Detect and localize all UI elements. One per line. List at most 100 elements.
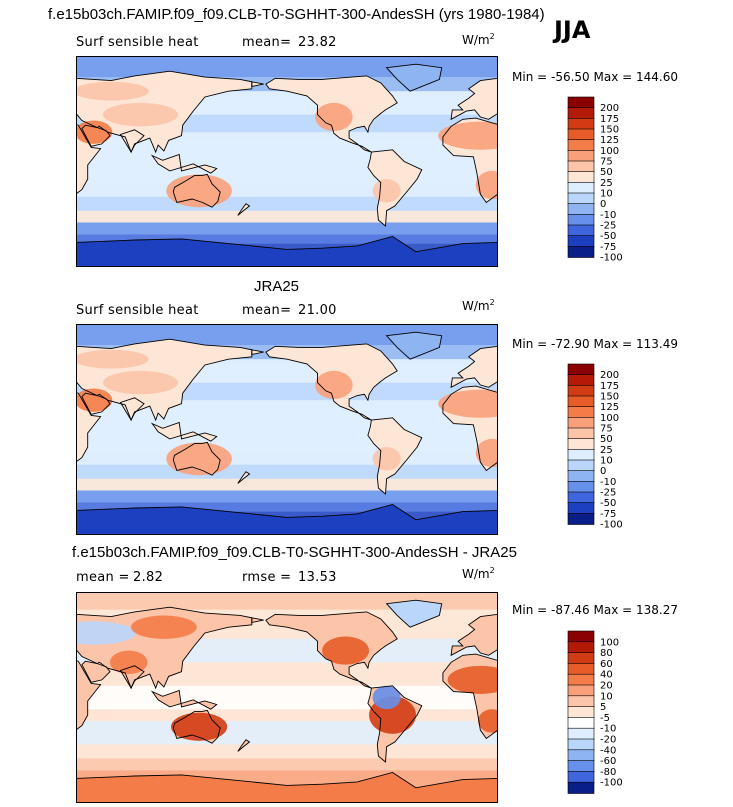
colorbar-swatch-1-6 bbox=[567, 427, 595, 440]
map-coastline bbox=[442, 653, 498, 740]
panel2-units: W/m2 bbox=[462, 298, 495, 313]
map-band bbox=[76, 478, 498, 491]
map-coastline bbox=[450, 613, 498, 657]
map-anomaly-patch bbox=[166, 442, 232, 476]
season-label: JJA bbox=[554, 16, 591, 44]
panel2-map bbox=[76, 324, 498, 535]
map-coastline bbox=[385, 63, 443, 92]
map-land-greenland bbox=[386, 332, 442, 360]
map-anomaly-patch bbox=[438, 389, 498, 418]
panel1-mean-value: 23.82 bbox=[298, 35, 337, 50]
colorbar-level-label: -100 bbox=[600, 253, 623, 264]
map-land-seasia bbox=[152, 690, 217, 710]
colorbar-level-label: -10 bbox=[600, 210, 616, 221]
map-coastline bbox=[150, 153, 218, 174]
map-anomaly-patch bbox=[372, 179, 401, 203]
map-coastline bbox=[442, 117, 498, 204]
colorbar-swatch-2-2 bbox=[567, 652, 595, 665]
map-coastline bbox=[265, 343, 398, 421]
map-coastline bbox=[76, 606, 253, 690]
colorbar-swatch-1-13 bbox=[567, 502, 595, 515]
map-land-seasia bbox=[152, 422, 217, 442]
map-anomaly-patch bbox=[475, 170, 498, 200]
colorbar-swatch-1-8 bbox=[567, 449, 595, 461]
colorbar-level-label: 25 bbox=[600, 178, 613, 189]
map-coastline bbox=[367, 685, 423, 763]
colorbar-swatch-2-4 bbox=[567, 673, 595, 686]
colorbar-level-label: 175 bbox=[600, 114, 619, 125]
map-coastline bbox=[76, 236, 498, 267]
panel1-minmax: Min = -56.50 Max = 144.60 bbox=[512, 70, 679, 84]
panel3-minmax: Min = -87.46 Max = 138.27 bbox=[512, 603, 679, 617]
map-coastline bbox=[81, 124, 111, 147]
map-anomaly-patch bbox=[315, 102, 353, 132]
colorbar-level-label: 40 bbox=[600, 670, 613, 681]
colorbar-swatch-2-12 bbox=[567, 760, 595, 773]
colorbar-swatch-1-12 bbox=[567, 491, 595, 504]
colorbar-level-label: 50 bbox=[600, 167, 613, 178]
colorbar-level-label: 25 bbox=[600, 445, 613, 456]
panel2-minmax: Min = -72.90 Max = 113.49 bbox=[512, 337, 679, 351]
panel3-units: W/m2 bbox=[462, 566, 495, 581]
map-coastline bbox=[442, 385, 498, 472]
map-coastline bbox=[385, 331, 443, 360]
colorbar-level-label: 0 bbox=[600, 466, 606, 477]
colorbar-level-label: -20 bbox=[600, 735, 616, 746]
map-coastline bbox=[150, 421, 218, 442]
colorbar-level-label: -100 bbox=[600, 520, 623, 531]
colorbar-swatch-0-13 bbox=[567, 235, 595, 248]
colorbar-swatch-0-1 bbox=[567, 107, 595, 120]
map-land-eurasia bbox=[451, 78, 498, 120]
colorbar-swatch-0-7 bbox=[567, 171, 595, 184]
map-coastline bbox=[237, 203, 251, 216]
panel2-mean-value: 21.00 bbox=[298, 303, 337, 318]
colorbar-level-label: 150 bbox=[600, 125, 619, 136]
map-anomaly-patch bbox=[76, 120, 113, 144]
panel3-rmse-label: rmse = bbox=[242, 570, 292, 585]
colorbar-swatch-1-2 bbox=[567, 385, 595, 397]
map-band bbox=[76, 210, 498, 223]
colorbar-swatch-2-14 bbox=[567, 781, 595, 794]
map-land-eurasia bbox=[451, 614, 498, 656]
panel3-map bbox=[76, 592, 498, 803]
colorbar-swatch-0-5 bbox=[567, 150, 595, 162]
map-land-greenland bbox=[386, 600, 442, 628]
map-frame bbox=[76, 56, 498, 267]
colorbar-level-label: -60 bbox=[600, 756, 616, 767]
colorbar-level-label: -75 bbox=[600, 509, 616, 520]
colorbar-swatch-2-6 bbox=[567, 695, 595, 708]
colorbar-swatch-1-3 bbox=[567, 395, 595, 408]
colorbar-level-label: 100 bbox=[600, 146, 619, 157]
colorbar-swatch-0-3 bbox=[567, 128, 595, 141]
map-anomaly-patch bbox=[322, 636, 370, 665]
colorbar-level-label: 75 bbox=[600, 157, 613, 168]
colorbar-level-label: 0 bbox=[600, 199, 606, 210]
map-anomaly-patch bbox=[315, 370, 353, 400]
map-land-seasia bbox=[152, 154, 217, 174]
map-land-greenland bbox=[386, 64, 442, 92]
colorbar-level-label: 100 bbox=[600, 413, 619, 424]
map-land-eurasia bbox=[451, 346, 498, 388]
map-coastline bbox=[251, 617, 264, 624]
colorbar-swatch-2-0 bbox=[567, 630, 595, 643]
colorbar-level-label: 10 bbox=[600, 456, 613, 467]
map-coastline bbox=[81, 392, 111, 415]
colorbar-level-label: -50 bbox=[600, 498, 616, 509]
map-coastline bbox=[119, 129, 145, 154]
colorbar-swatch-0-11 bbox=[567, 214, 595, 226]
map-coastline bbox=[76, 70, 253, 154]
map-coastline bbox=[237, 471, 251, 484]
map-coastline bbox=[265, 611, 398, 689]
colorbar-swatch-1-5 bbox=[567, 417, 595, 429]
colorbar-level-label: 50 bbox=[600, 434, 613, 445]
colorbar-swatch-0-9 bbox=[567, 192, 595, 205]
colorbar-swatch-1-10 bbox=[567, 470, 595, 483]
colorbar-swatch-0-0 bbox=[567, 96, 595, 109]
colorbar-swatch-2-8 bbox=[567, 717, 595, 730]
map-band bbox=[76, 138, 498, 185]
map-coastline bbox=[172, 173, 221, 208]
map-land-antarctic bbox=[76, 236, 498, 267]
colorbar-level-label: 10 bbox=[600, 189, 613, 200]
